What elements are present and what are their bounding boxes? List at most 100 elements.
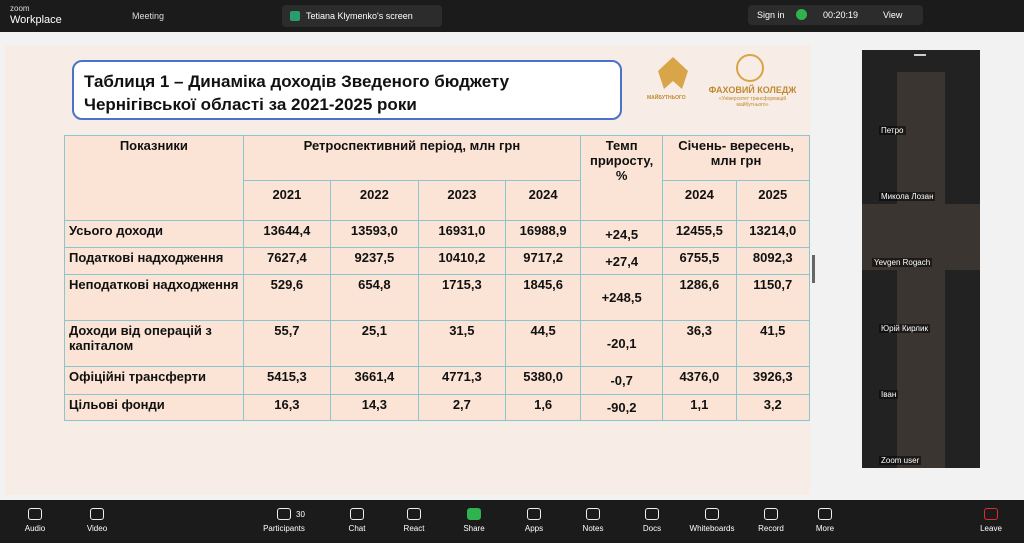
value-cell: 10410,2: [417, 247, 507, 275]
apps-icon: [527, 508, 541, 520]
view-button[interactable]: View: [883, 10, 903, 20]
indicator-cell: Доходи від операцій з капіталом: [64, 320, 244, 367]
value-cell: 2,7: [417, 394, 507, 421]
data-row: Офіційні трансферти 5415,3 3661,4 4771,3 538…: [64, 366, 811, 395]
chat-icon: [350, 508, 364, 520]
more-button[interactable]: More: [815, 524, 835, 533]
value-cell: 1845,6: [505, 274, 582, 321]
share-button[interactable]: Share: [463, 524, 485, 533]
data-row: Цільові фонди 16,3 14,3 2,7 1,6 -90,2 1,1 3,2: [64, 394, 811, 421]
tab-title: Tetiana Klymenko's screen: [306, 11, 413, 21]
value-cell: 3,2: [735, 394, 811, 421]
audio-icon: [28, 508, 42, 520]
header-cell: Ретроспективний період, млн грн: [242, 135, 582, 181]
participant-gallery: Петро Микола Лозан Yevgen Rogach Юрій Кирли…: [862, 50, 980, 468]
budget-table: Показники Ретроспективний період, млн грн…: [64, 135, 811, 421]
value-cell: 44,5: [505, 320, 582, 367]
logo-right-icon: [736, 54, 764, 82]
college-sub: майбутнього»: [736, 102, 769, 108]
title-line: Чернігівської області за 2021-2025 роки: [84, 95, 417, 114]
whiteboards-button[interactable]: Whiteboards: [689, 524, 735, 533]
year-cell: 2023: [417, 180, 507, 221]
notes-icon: [586, 508, 600, 520]
value-cell: 36,3: [662, 320, 737, 367]
participants-button[interactable]: Participants: [263, 524, 305, 533]
value-cell: 1,6: [505, 394, 582, 421]
year-cell: 2021: [242, 180, 332, 221]
chat-button[interactable]: Chat: [348, 524, 366, 533]
value-cell: 13593,0: [330, 220, 419, 248]
scroll-up[interactable]: [914, 54, 926, 62]
participant-tile: Іван: [879, 336, 945, 402]
slide-title: Таблиця 1 – Динаміка доходів Зведеного б…: [72, 60, 622, 120]
video-button[interactable]: Video: [86, 524, 108, 533]
value-cell: 9237,5: [330, 247, 419, 275]
participant-name: Петро: [879, 126, 906, 135]
data-row: Неподаткові надходження 529,6 654,8 1715,3 1…: [64, 274, 811, 321]
header-row: 2021 2022 2023 2024 2024 2025: [65, 180, 811, 221]
indicator-cell: Податкові надходження: [64, 247, 244, 275]
leave-icon: [984, 508, 998, 520]
docs-button[interactable]: Docs: [642, 524, 662, 533]
data-row: Доходи від операцій з капіталом 55,7 25,1 3…: [64, 320, 811, 367]
top-bar: zoom Workplace Meeting Tetiana Klymenko'…: [0, 0, 1024, 32]
apps-button[interactable]: Apps: [524, 524, 544, 533]
data-row: Податкові надходження 7627,4 9237,5 10410,2…: [64, 247, 811, 275]
value-cell: 16988,9: [505, 220, 582, 248]
leave-button[interactable]: Leave: [980, 524, 1002, 533]
status-group: Sign in 00:20:19 View: [748, 5, 923, 25]
header-row: Показники Ретроспективний період, млн грн…: [64, 135, 810, 221]
value-cell: 16,3: [242, 394, 332, 421]
participants-count: 30: [296, 510, 305, 519]
value-cell: 6755,5: [662, 247, 737, 275]
react-icon: [407, 508, 421, 520]
title-line: Таблиця 1 – Динаміка доходів Зведеного б…: [84, 72, 510, 91]
header-cell: Показники: [64, 135, 244, 221]
year-cell: 2022: [330, 180, 419, 221]
value-cell: 25,1: [330, 320, 419, 367]
meeting-label[interactable]: Meeting: [132, 11, 165, 21]
value-cell: 7627,4: [242, 247, 332, 275]
header-cell: Темп приросту, %: [580, 135, 664, 221]
value-cell: 3661,4: [330, 366, 419, 395]
participant-name: Юрій Кирлик: [879, 324, 930, 333]
react-button[interactable]: React: [403, 524, 425, 533]
year-cell: 2025: [735, 180, 811, 221]
value-cell: 1286,6: [662, 274, 737, 321]
notes-button[interactable]: Notes: [582, 524, 604, 533]
video-icon: [90, 508, 104, 520]
participants-icon: [277, 508, 291, 520]
value-cell: +248,5: [580, 274, 664, 321]
value-cell: 1150,7: [735, 274, 811, 321]
app-logo: zoom: [10, 4, 30, 13]
more-icon: [818, 508, 832, 520]
share-tab[interactable]: Tetiana Klymenko's screen: [282, 5, 442, 27]
data-row: Усього доходи 13644,4 13593,0 16931,0 16988,…: [64, 220, 811, 248]
value-cell: 14,3: [330, 394, 419, 421]
docs-icon: [645, 508, 659, 520]
logo-left-text: МАЙБУТНЬОГО: [647, 95, 686, 101]
value-cell: 16931,0: [417, 220, 507, 248]
participant-tile: Микола Лозан: [879, 138, 945, 204]
value-cell: 9717,2: [505, 247, 582, 275]
toolbar: Audio Video Participants Chat React Share Apps…: [0, 500, 1024, 543]
indicator-cell: Усього доходи: [64, 220, 244, 248]
audio-button[interactable]: Audio: [24, 524, 46, 533]
participant-tile: Петро: [879, 72, 945, 138]
shared-slide: Таблиця 1 – Динаміка доходів Зведеного б…: [5, 45, 811, 495]
sign-in[interactable]: Sign in: [757, 10, 785, 20]
logo-left-icon: [658, 57, 688, 89]
participant-tile: Юрій Кирлик: [879, 270, 945, 336]
participant-tile: Zoom user: [879, 402, 945, 468]
whiteboards-icon: [705, 508, 719, 520]
record-button[interactable]: Record: [758, 524, 784, 533]
value-cell: +24,5: [580, 220, 664, 248]
value-cell: 1,1: [662, 394, 737, 421]
splitter[interactable]: [812, 255, 815, 283]
value-cell: 3926,3: [735, 366, 811, 395]
value-cell: +27,4: [580, 247, 664, 275]
value-cell: 5415,3: [242, 366, 332, 395]
indicator-cell: Цільові фонди: [64, 394, 244, 421]
value-cell: 31,5: [417, 320, 507, 367]
